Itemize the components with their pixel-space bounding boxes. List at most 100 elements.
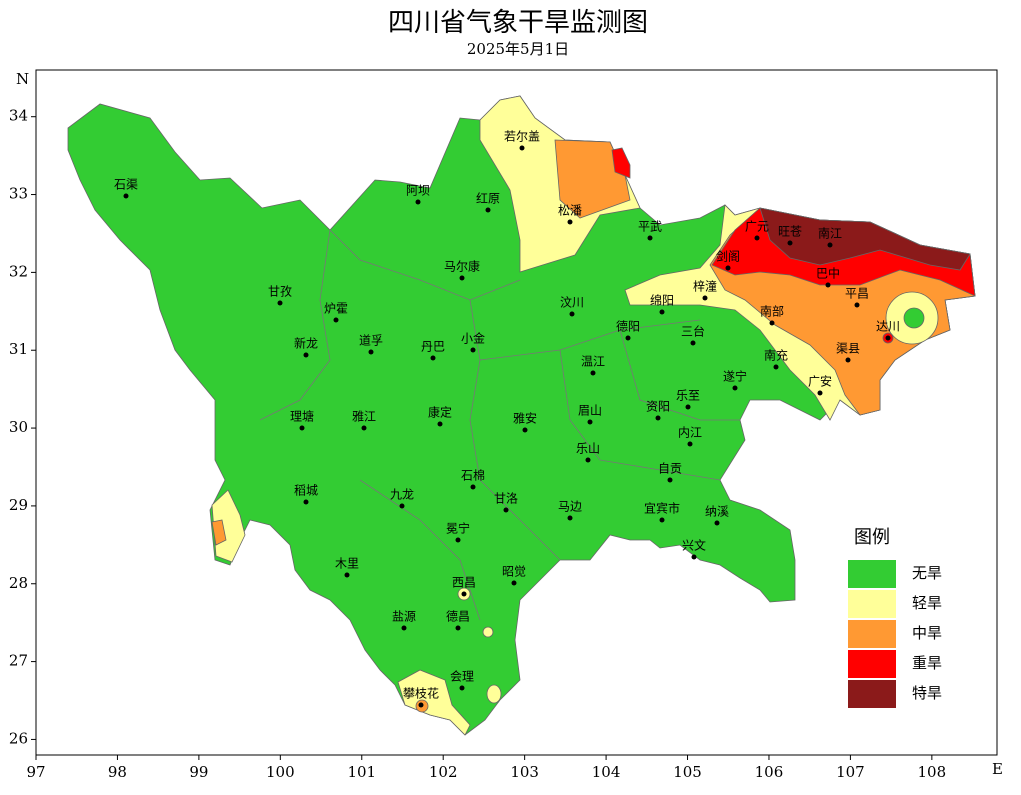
city-label: 攀枝花: [403, 686, 439, 701]
city-label: 红原: [476, 191, 500, 206]
legend-label: 无旱: [912, 564, 942, 582]
region-light: [486, 684, 502, 704]
city-label: 遂宁: [723, 369, 747, 384]
city-label: 丹巴: [421, 340, 445, 354]
city-dot: [485, 207, 491, 213]
city-dot: [587, 419, 593, 425]
legend-label: 重旱: [912, 654, 942, 672]
city-dot: [885, 335, 891, 341]
x-tick-label: 105: [673, 763, 702, 781]
city-label: 九龙: [390, 488, 414, 502]
city-label: 阿坝: [406, 184, 430, 198]
city-label: 昭觉: [502, 565, 526, 579]
legend-title: 图例: [854, 527, 890, 548]
legend-swatch: [848, 650, 896, 678]
city-label: 纳溪: [705, 505, 729, 519]
city-dot: [519, 145, 525, 151]
region-light: [482, 626, 494, 638]
city-label: 马尔康: [444, 259, 480, 274]
city-label: 会理: [450, 670, 474, 684]
city-label: 三台: [681, 324, 705, 339]
city-dot: [522, 427, 528, 433]
city-label: 绵阳: [650, 294, 674, 308]
x-tick-label: 97: [26, 763, 45, 781]
city-label: 宜宾市: [644, 501, 680, 516]
city-dot: [437, 421, 443, 427]
y-tick-label: 26: [9, 729, 28, 747]
city-dot: [725, 265, 731, 271]
city-dot: [567, 219, 573, 225]
boundaries: [259, 229, 740, 621]
city-dot: [461, 591, 467, 597]
city-label: 平武: [638, 220, 662, 234]
legend-swatch: [848, 590, 896, 618]
city-label: 南充: [764, 348, 788, 363]
city-dot: [647, 235, 653, 241]
city-label: 南江: [818, 226, 842, 241]
city-label: 新龙: [294, 336, 318, 351]
x-tick-label: 106: [755, 763, 784, 781]
city-label: 盐源: [392, 610, 416, 624]
city-dot: [459, 685, 465, 691]
city-dot: [299, 425, 305, 431]
region-none: [903, 307, 925, 329]
lon-label: E: [992, 760, 1003, 778]
y-tick-label: 32: [9, 262, 28, 280]
city-label: 小金: [461, 331, 485, 346]
city-dot: [732, 385, 738, 391]
map-date: 2025年5月1日: [467, 40, 569, 58]
x-tick-label: 100: [266, 763, 295, 781]
legend-swatch: [848, 680, 896, 708]
city-dot: [333, 317, 339, 323]
city-dot: [754, 235, 760, 241]
city-label: 甘孜: [268, 285, 292, 299]
city-dot: [714, 520, 720, 526]
city-label: 德昌: [446, 609, 470, 624]
city-dot: [455, 625, 461, 631]
city-dot: [845, 357, 851, 363]
city-label: 道孚: [359, 334, 383, 348]
city-dot: [659, 309, 665, 315]
city-dot: [418, 702, 424, 708]
city-label: 广安: [808, 374, 832, 389]
city-dot: [415, 199, 421, 205]
city-label: 旺苍: [778, 225, 802, 239]
city-dot: [702, 295, 708, 301]
city-dot: [455, 537, 461, 543]
city-dot: [303, 499, 309, 505]
region-moderate: [554, 139, 631, 219]
city-label: 康定: [428, 405, 452, 420]
city-label: 甘洛: [494, 491, 518, 506]
y-tick-label: 29: [9, 496, 28, 514]
y-tick-label: 30: [9, 418, 28, 436]
y-tick-label: 33: [9, 185, 28, 203]
city-dot: [773, 364, 779, 370]
legend-label: 轻旱: [912, 594, 942, 612]
city-label: 冕宁: [446, 521, 470, 536]
city-label: 马边: [558, 500, 582, 514]
city-dot: [567, 515, 573, 521]
city-dot: [368, 349, 374, 355]
city-label: 炉霍: [324, 302, 348, 316]
drought-regions: [67, 95, 976, 736]
city-dot: [585, 457, 591, 463]
city-label: 平昌: [845, 287, 869, 301]
city-dot: [503, 507, 509, 513]
legend-swatch: [848, 620, 896, 648]
city-label: 石渠: [114, 178, 138, 192]
x-tick-label: 98: [108, 763, 127, 781]
city-dot: [827, 242, 833, 248]
region-extreme: [759, 207, 971, 271]
city-label: 若尔盖: [504, 129, 540, 144]
city-dot: [569, 311, 575, 317]
city-dot: [787, 240, 793, 246]
city-label: 自贡: [658, 462, 682, 476]
city-dot: [691, 554, 697, 560]
city-dot: [667, 477, 673, 483]
map-title: 四川省气象干旱监测图: [388, 8, 648, 38]
city-label: 达川: [876, 320, 900, 334]
city-dot: [687, 441, 693, 447]
x-tick-label: 103: [510, 763, 539, 781]
